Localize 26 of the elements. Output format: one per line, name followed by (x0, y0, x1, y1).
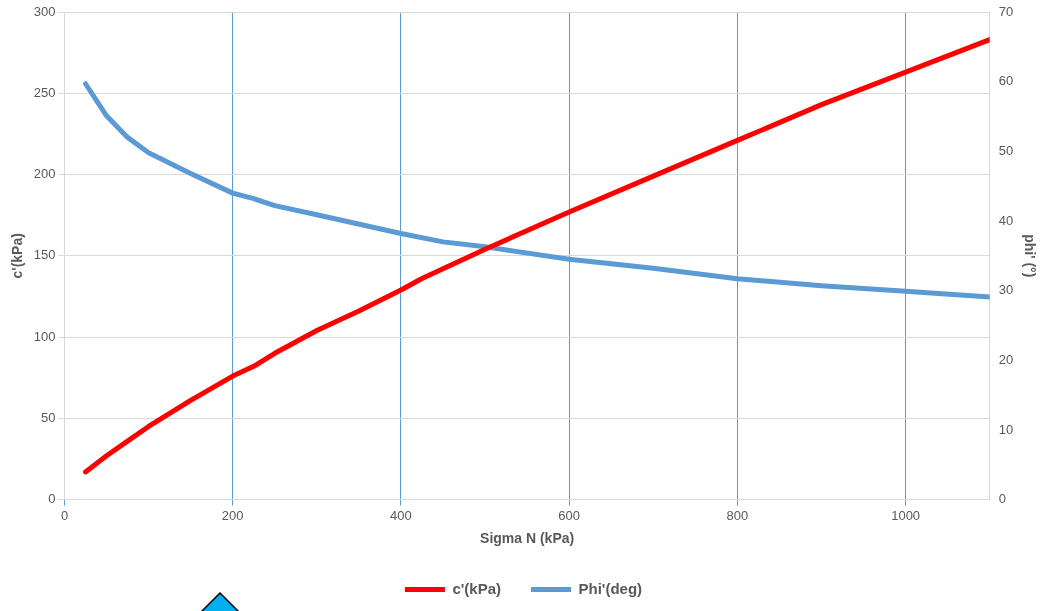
x-tick-label: 200 (221, 507, 244, 523)
y2-tick-label: 70 (998, 3, 1014, 19)
y2-axis-title: phi' (°) (1021, 234, 1038, 278)
y-tick-label: 300 (33, 3, 56, 19)
legend-label: c'(kPa) (452, 579, 502, 597)
y2-tick-label: 50 (998, 142, 1014, 158)
y2-tick-label: 10 (998, 421, 1014, 437)
y2-tick-label: 30 (998, 282, 1014, 298)
x-tick-label: 600 (558, 507, 581, 523)
y2-tick-label: 20 (998, 351, 1014, 367)
y2-tick-label: 40 (998, 212, 1014, 228)
x-tick-label: 400 (390, 507, 412, 523)
y-tick-label: 50 (41, 409, 56, 425)
y-tick-label: 200 (33, 166, 56, 182)
y-tick-label: 0 (48, 491, 56, 507)
x-axis-title: Sigma N (kPa) (480, 530, 575, 547)
legend-label: Phi'(deg) (578, 579, 643, 597)
x-tick-label: 0 (60, 507, 69, 523)
y-tick-label: 250 (33, 84, 56, 100)
y2-tick-label: 60 (998, 73, 1014, 89)
y-axis-title: c'(kPa) (9, 233, 26, 279)
y2-tick-label: 0 (998, 491, 1006, 507)
y-tick-label: 150 (33, 247, 56, 263)
x-tick-label: 800 (726, 507, 749, 523)
x-tick-label: 1000 (891, 507, 921, 523)
y-tick-label: 100 (33, 328, 56, 344)
